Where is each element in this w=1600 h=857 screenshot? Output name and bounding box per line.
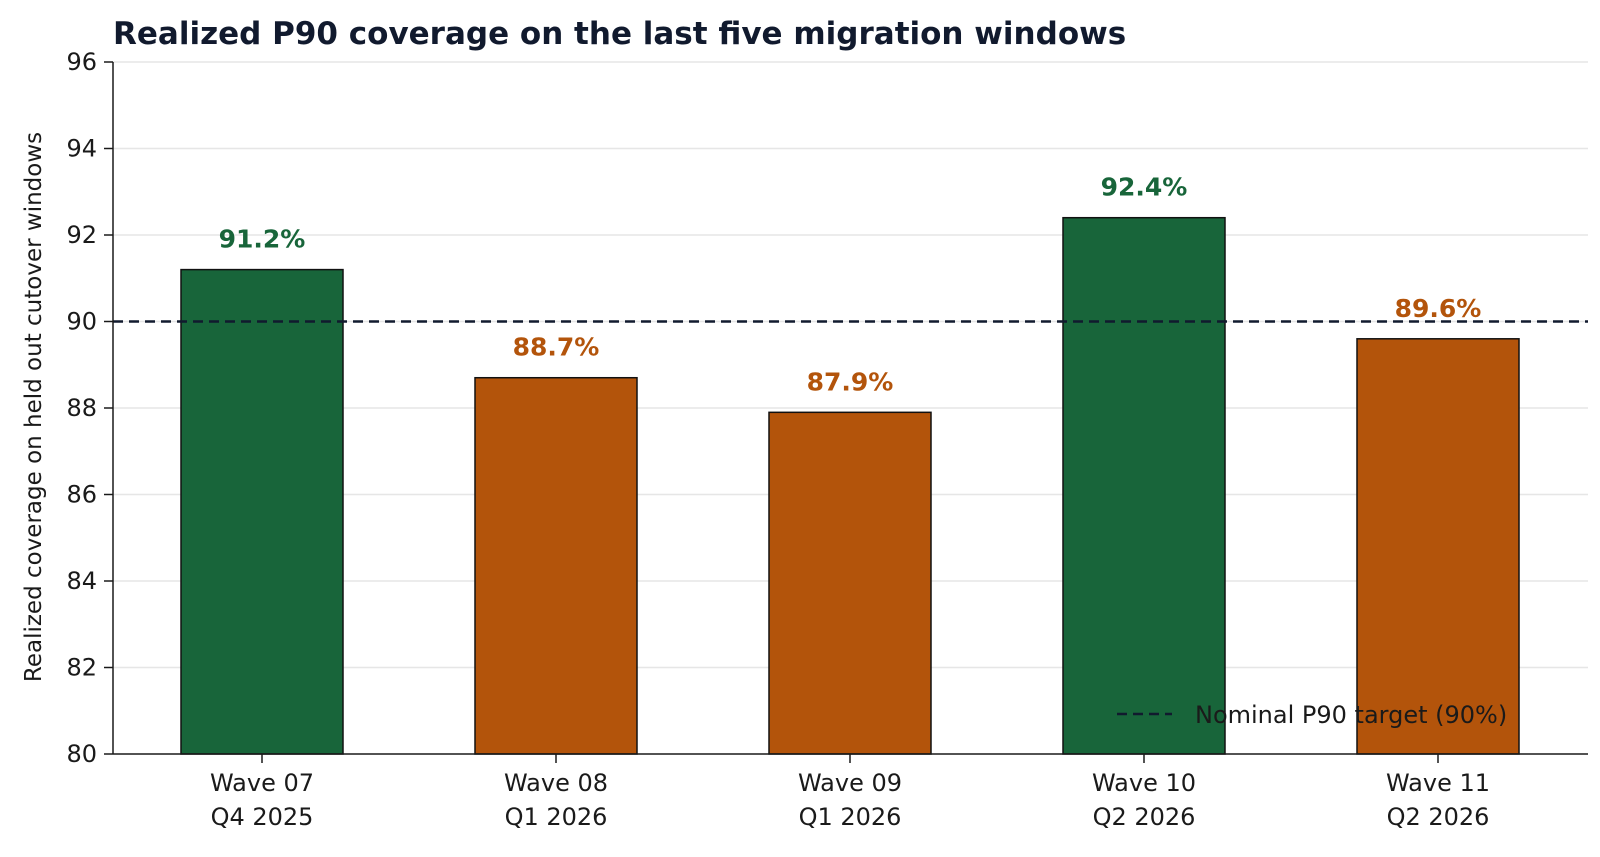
data-label: 88.7% xyxy=(513,333,600,362)
data-label: 89.6% xyxy=(1395,294,1482,323)
y-tick-label: 90 xyxy=(66,308,97,336)
x-tick-label: Q2 2026 xyxy=(1387,803,1490,831)
bar xyxy=(474,376,638,755)
y-tick-label: 94 xyxy=(66,135,97,163)
x-tick-label: Q2 2026 xyxy=(1093,803,1196,831)
bar xyxy=(768,411,932,755)
legend-label: Nominal P90 target (90%) xyxy=(1195,701,1507,729)
x-tick-label: Wave 08 xyxy=(504,769,608,797)
x-tick-label: Wave 11 xyxy=(1386,769,1490,797)
y-tick-label: 84 xyxy=(66,567,97,595)
data-label: 87.9% xyxy=(807,367,894,396)
x-tick-label: Q1 2026 xyxy=(799,803,902,831)
chart-title: Realized P90 coverage on the last five m… xyxy=(113,16,1126,52)
axes: 80 82 84 86 88 90 92 94 96 Wave 07 Q4 2025 Wave 08 Q… xyxy=(66,48,1588,831)
data-label: 91.2% xyxy=(219,225,306,254)
data-labels: 91.2% 88.7% 87.9% 92.4% 89.6% xyxy=(219,173,1482,397)
y-tick-label: 96 xyxy=(66,48,97,76)
bars xyxy=(180,216,1520,755)
x-tick-label: Q1 2026 xyxy=(505,803,608,831)
bar xyxy=(1356,338,1520,755)
y-axis-label: Realized coverage on held out cutover wi… xyxy=(21,132,47,682)
y-tick-label: 82 xyxy=(66,654,97,682)
bar xyxy=(1062,216,1226,755)
y-tick-label: 88 xyxy=(66,394,97,422)
y-tick-label: 92 xyxy=(66,221,97,249)
data-label: 92.4% xyxy=(1101,173,1188,202)
x-tick-label: Wave 09 xyxy=(798,769,902,797)
y-tick-label: 80 xyxy=(66,740,97,768)
x-tick-label: Wave 07 xyxy=(210,769,314,797)
legend: Nominal P90 target (90%) xyxy=(1117,701,1507,729)
x-tick-label: Q4 2025 xyxy=(211,803,314,831)
y-tick-label: 86 xyxy=(66,481,97,509)
bar xyxy=(180,268,344,755)
x-tick-label: Wave 10 xyxy=(1092,769,1196,797)
